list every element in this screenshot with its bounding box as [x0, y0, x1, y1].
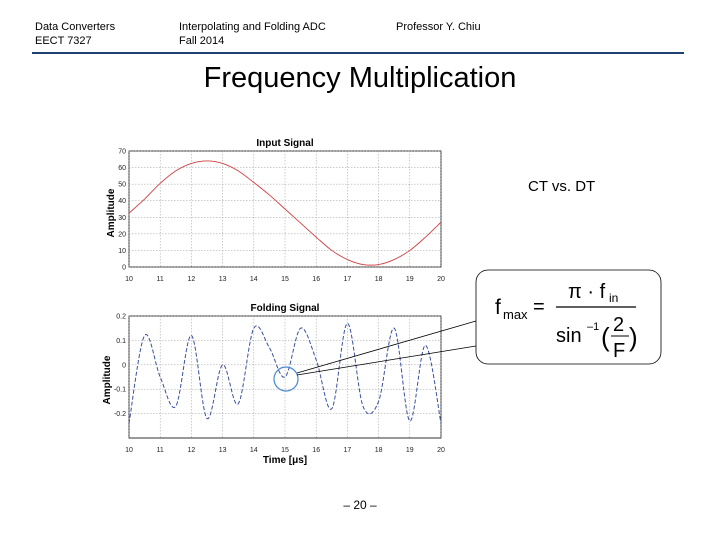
formula-numerator-sub: in — [609, 291, 618, 305]
x-tick-label: 17 — [344, 276, 352, 283]
slide-title: Frequency Multiplication — [0, 62, 720, 95]
formula-close-paren: ) — [629, 322, 638, 352]
x-tick-label: 16 — [312, 276, 320, 283]
x-tick-label: 20 — [437, 447, 445, 454]
x-tick-label: 12 — [188, 447, 196, 454]
formula-open-paren: ( — [601, 322, 610, 352]
slide-title-text: Frequency Multiplication — [203, 62, 517, 94]
slide-subtitle: CT vs. DT — [528, 178, 596, 195]
callout-line-lower — [296, 345, 477, 376]
author-name: Professor Y. Chiu — [396, 21, 481, 33]
x-tick-label: 14 — [250, 276, 258, 283]
x-tick-label: 12 — [188, 276, 196, 283]
topic-name: Interpolating and Folding ADC — [179, 21, 326, 33]
callout-line-upper — [296, 320, 477, 374]
folding-signal-curve — [128, 322, 442, 424]
formula-denominator-fn: sin — [556, 325, 582, 347]
formula-frac-bottom: F — [613, 340, 625, 362]
x-tick-label: 13 — [219, 276, 227, 283]
topic-info: Interpolating and Folding ADC Fall 2014 — [179, 20, 326, 48]
course-info: Data Converters EECT 7327 — [35, 20, 115, 48]
input-signal-curve — [128, 160, 442, 266]
formula-lhs: f — [495, 296, 501, 319]
y-tick-label: 0 — [122, 362, 126, 369]
y-tick-label: -0.2 — [114, 411, 126, 418]
y-tick-label: 70 — [118, 149, 126, 156]
input-signal-ylabel: Amplitude — [106, 188, 117, 237]
x-tick-label: 19 — [406, 447, 414, 454]
folding-signal-ylabel: Amplitude — [102, 355, 113, 404]
folding-signal-grid — [128, 315, 442, 438]
course-name: Data Converters — [35, 21, 116, 33]
formula-box — [475, 269, 662, 365]
y-tick-label: 0.2 — [116, 314, 126, 321]
x-tick-label: 15 — [281, 447, 289, 454]
x-tick-label: 18 — [375, 447, 383, 454]
x-tick-label: 16 — [312, 447, 320, 454]
input-signal-title: Input Signal — [256, 138, 313, 149]
folding-signal-yticks: -0.2 -0.1 0 0.1 0.2 — [114, 314, 126, 419]
y-tick-label: 30 — [118, 215, 126, 222]
x-tick-label: 10 — [125, 447, 133, 454]
x-tick-label: 18 — [375, 276, 383, 283]
x-tick-label: 20 — [437, 276, 445, 283]
y-tick-label: 10 — [118, 248, 126, 255]
input-signal-yticks: 0 10 20 30 40 50 60 70 — [118, 149, 126, 272]
x-tick-label: 11 — [157, 447, 164, 454]
x-tick-label: 14 — [250, 447, 258, 454]
formula: f max = π · f in sin –1 ( 2 F ) — [495, 281, 638, 362]
folding-signal-plot: Folding Signal Amplitude Time [μs] 10 11 1… — [102, 303, 445, 466]
page-number: – 20 – — [343, 498, 377, 512]
x-tick-label: 13 — [219, 447, 227, 454]
folding-signal-xlabel: Time [μs] — [263, 455, 307, 466]
input-signal-plot: Input Signal Amplitude 10 11 12 13 14 15 16 17 1… — [106, 138, 445, 283]
input-signal-grid — [128, 150, 442, 268]
y-tick-label: 20 — [118, 231, 126, 238]
x-tick-label: 15 — [281, 276, 289, 283]
formula-frac-top: 2 — [613, 314, 624, 336]
formula-denominator-sup: –1 — [587, 321, 599, 333]
course-number: EECT 7327 — [35, 35, 92, 47]
y-tick-label: 50 — [118, 182, 126, 189]
formula-lhs-sub: max — [503, 307, 528, 322]
folding-signal-title: Folding Signal — [251, 303, 320, 314]
x-tick-label: 19 — [406, 276, 414, 283]
x-tick-label: 10 — [125, 276, 133, 283]
y-tick-label: 60 — [118, 165, 126, 172]
x-tick-label: 17 — [344, 447, 352, 454]
y-tick-label: 0 — [122, 265, 126, 272]
folding-signal-xticks: 10 11 12 13 14 15 16 17 18 19 20 — [125, 447, 445, 454]
author-info: Professor Y. Chiu — [396, 20, 481, 34]
sample-marker-circle — [273, 366, 299, 392]
semester: Fall 2014 — [179, 35, 225, 47]
formula-numerator: π · f — [568, 281, 606, 303]
y-tick-label: 0.1 — [116, 338, 126, 345]
y-tick-label: -0.1 — [114, 387, 126, 394]
y-tick-label: 40 — [118, 198, 126, 205]
formula-equals: = — [533, 296, 545, 318]
header-rule — [32, 52, 684, 54]
input-signal-xticks: 10 11 12 13 14 15 16 17 18 19 20 — [125, 276, 445, 283]
x-tick-label: 11 — [157, 276, 164, 283]
